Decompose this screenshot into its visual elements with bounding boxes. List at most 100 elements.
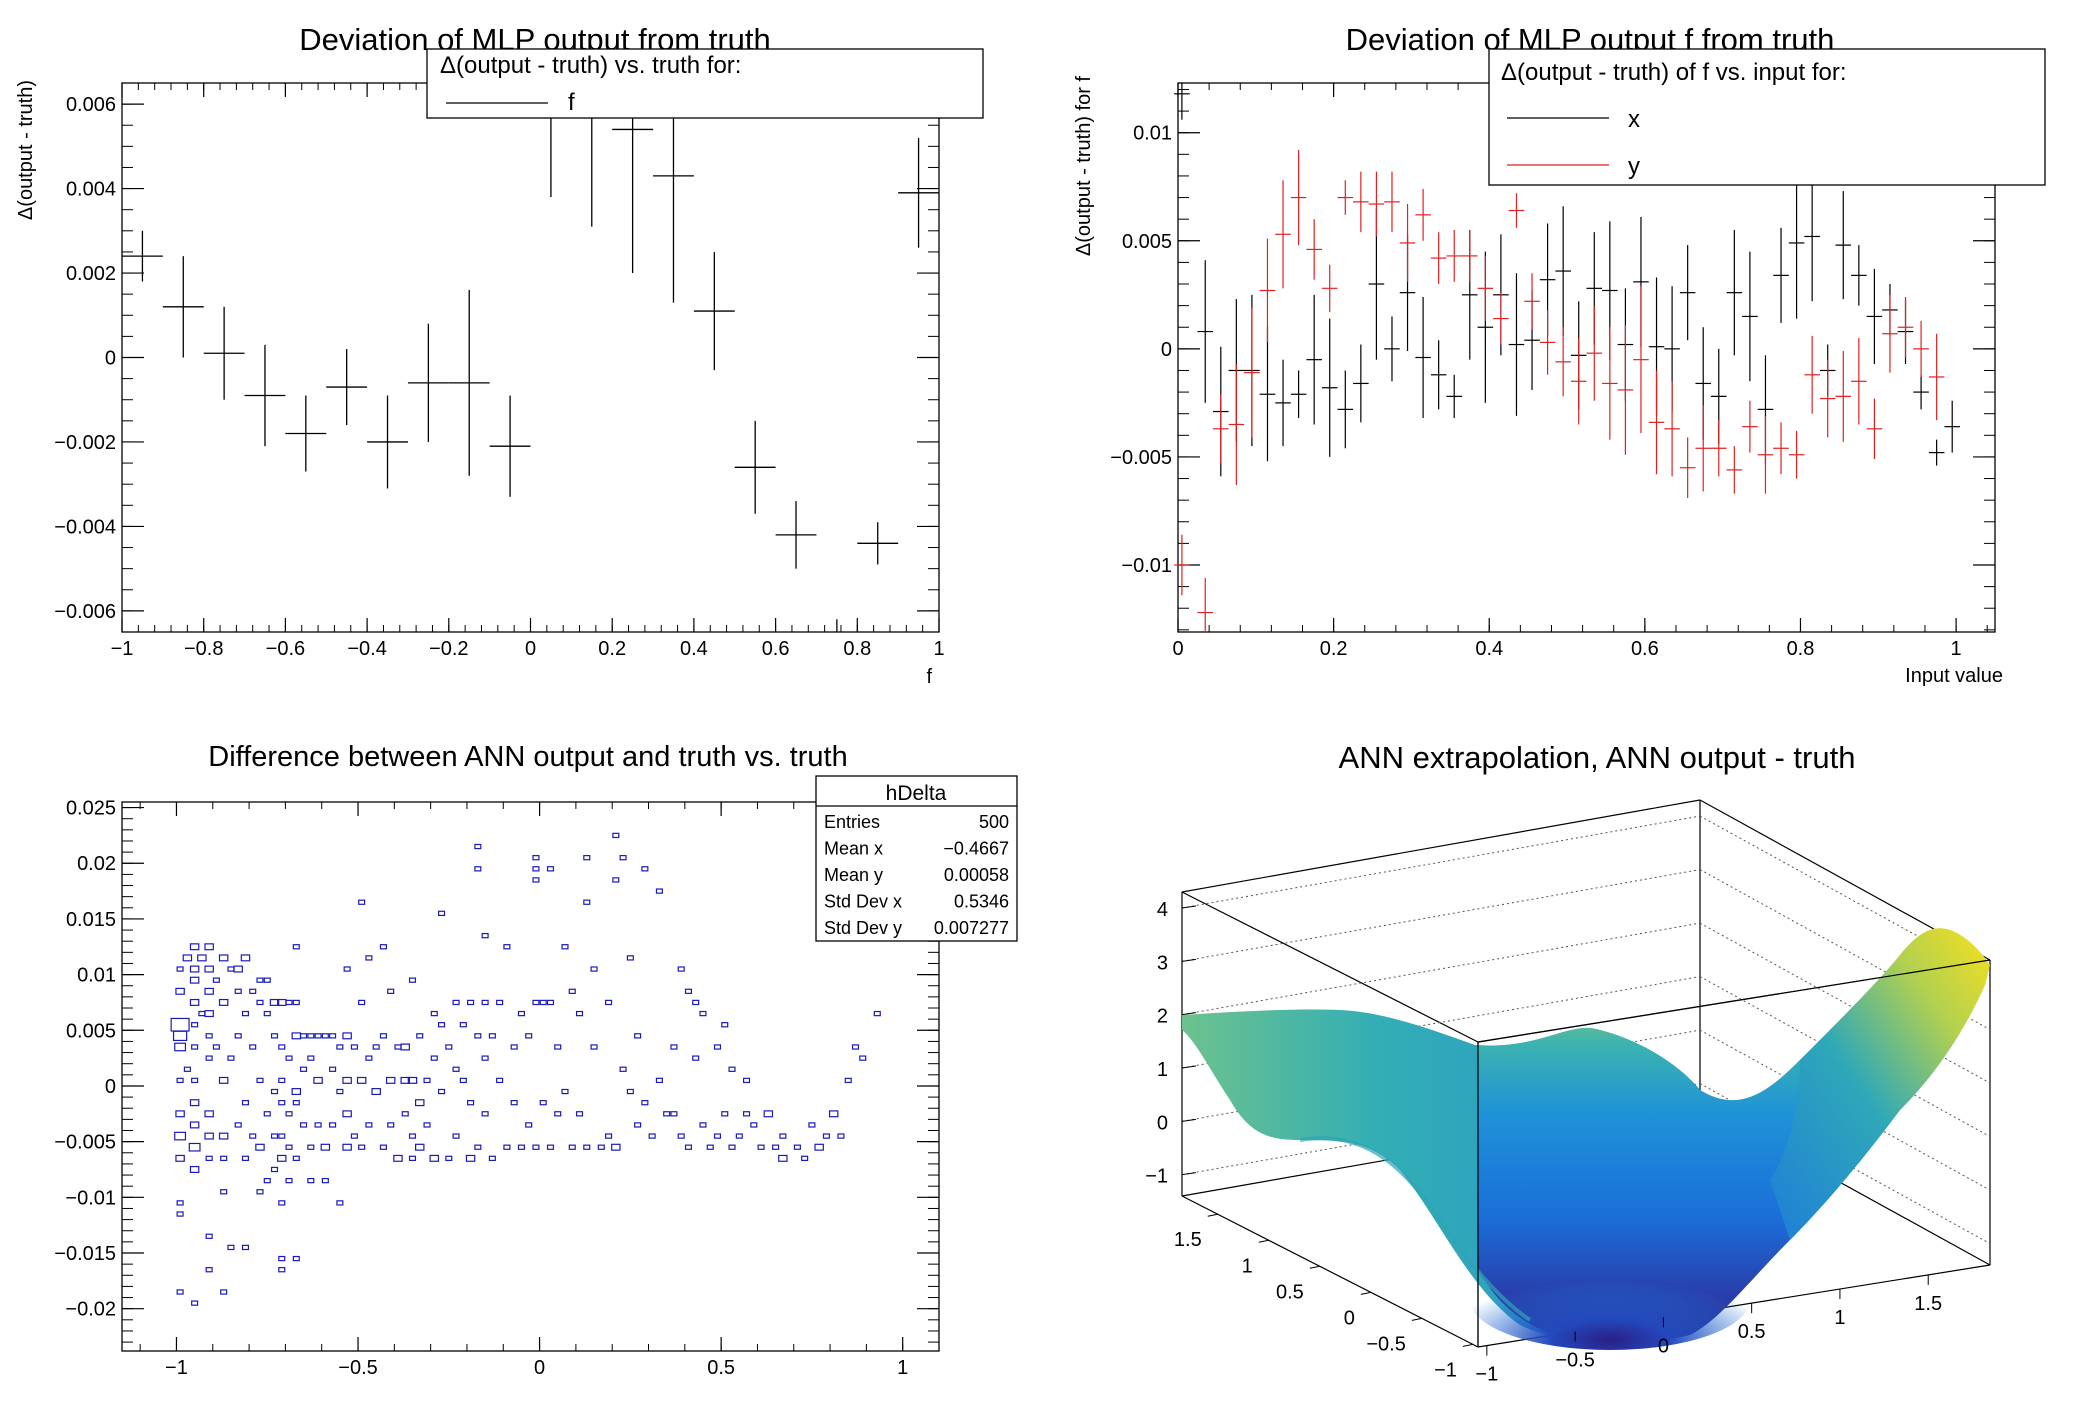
- p3-box-96: [292, 1155, 300, 1162]
- p3-box-206: [575, 1111, 584, 1117]
- p3-box-32: [205, 1033, 213, 1039]
- p4-xtick-label-2: 0: [1658, 1335, 1669, 1357]
- p3-box-42: [218, 998, 229, 1006]
- p3-box-47: [220, 1289, 228, 1295]
- p3-box-183: [510, 1044, 518, 1050]
- p3-box-18: [191, 1022, 199, 1028]
- p3-stats-label-3: Std Dev x: [824, 892, 902, 912]
- p3-box-216: [612, 877, 620, 883]
- p3-box-71: [263, 1177, 271, 1184]
- p3-box-238: [699, 1010, 707, 1017]
- p2-ylabel: Δ(output - truth) for f: [1073, 76, 1095, 257]
- p1-ytick-label-4: 0.002: [66, 263, 116, 285]
- p3-ytick-label-8: 0.02: [77, 853, 116, 875]
- p2-legend-entry-x: x: [1628, 106, 1640, 133]
- p3-box-22: [189, 1121, 200, 1129]
- p3-box-261: [828, 1110, 839, 1118]
- p3-box-147: [408, 1155, 417, 1162]
- p2-xtick-label-4: 0.8: [1787, 638, 1815, 660]
- p3-boxes: [170, 832, 881, 1306]
- p3-box-81: [278, 1133, 286, 1139]
- p3-box-74: [270, 1088, 279, 1095]
- p3-box-60: [249, 988, 257, 994]
- p3-box-249: [743, 1111, 751, 1117]
- p2-xtick-label-1: 0.2: [1320, 638, 1348, 660]
- p3-box-263: [844, 1077, 852, 1084]
- p3-box-209: [583, 1144, 591, 1150]
- p4-zgrid-back-4: [1181, 869, 1701, 962]
- p3-box-234: [684, 988, 693, 994]
- p3-box-172: [474, 1144, 482, 1150]
- p4-ytick-2: [1360, 1291, 1371, 1295]
- p3-box-259: [814, 1143, 824, 1151]
- p3-box-103: [307, 1144, 315, 1150]
- p4-xtick-label-5: 1.5: [1914, 1293, 1942, 1315]
- p3-ytick-label-7: 0.015: [66, 909, 116, 931]
- p3-box-200: [554, 1111, 562, 1117]
- p3-box-45: [220, 1155, 228, 1162]
- p4-ztick-3: [1181, 1012, 1197, 1016]
- p3-box-163: [452, 1133, 460, 1139]
- p4-top-front: [1477, 959, 1991, 1043]
- p3-box-144: [408, 977, 417, 983]
- p3-box-247: [735, 1133, 743, 1139]
- p3-box-227: [655, 888, 663, 894]
- p3-box-69: [263, 1010, 271, 1017]
- p1-series-f: [122, 83, 939, 632]
- p3-stats-name: hDelta: [886, 782, 947, 805]
- p4-ztick-5: [1181, 905, 1197, 909]
- p3-box-232: [677, 966, 685, 972]
- p3-box-122: [350, 1044, 358, 1050]
- p3-axes: −1 −0.5 0 0.5 1 −0.02 −0.015 −0.01 −0.005 0 0.005 0…: [54, 798, 940, 1379]
- p3-box-218: [619, 855, 627, 861]
- p3-box-85: [278, 1267, 286, 1273]
- p4-zgrid-back-3: [1181, 922, 1701, 1016]
- p3-box-94: [291, 1088, 302, 1096]
- p1-xtick-label-6: 0.2: [598, 638, 626, 660]
- p3-box-204: [568, 1144, 576, 1150]
- p1-xlabel: f: [926, 666, 932, 688]
- p3-box-125: [358, 999, 366, 1006]
- p3-box-255: [778, 1154, 788, 1162]
- p3-box-237: [692, 1055, 700, 1061]
- p3-box-12: [182, 954, 193, 962]
- p3-box-30: [204, 987, 214, 995]
- p3-box-160: [445, 1155, 453, 1162]
- p3-box-51: [233, 965, 243, 973]
- p3-box-243: [721, 1022, 729, 1028]
- p4-ytick-5: [1207, 1213, 1218, 1217]
- p3-box-15: [189, 965, 200, 973]
- p4-ztick-label-1: 0: [1157, 1112, 1168, 1134]
- p3-box-28: [204, 943, 214, 951]
- p2-legend-header: Δ(output - truth) of f vs. input for:: [1501, 59, 1847, 86]
- p3-box-223: [634, 1122, 642, 1128]
- p3-box-8: [175, 1110, 185, 1118]
- p3-box-4: [175, 1154, 185, 1162]
- p3-stats-value-4: 0.007277: [934, 918, 1009, 938]
- p3-box-79: [278, 1077, 286, 1084]
- p3-box-76: [270, 1166, 279, 1173]
- p4-title: ANN extrapolation, ANN output - truth: [1339, 740, 1856, 775]
- p3-box-98: [300, 1033, 308, 1039]
- p4-surface-ridge: [1299, 1136, 1532, 1322]
- p3-box-181: [503, 944, 511, 950]
- p3-box-52: [234, 988, 242, 994]
- p2-legend-entry-y: y: [1628, 153, 1640, 180]
- p3-box-75: [270, 1133, 279, 1139]
- p3-box-10: [176, 1211, 184, 1217]
- p3-box-68: [263, 977, 271, 983]
- p3-box-149: [415, 1099, 425, 1107]
- p1-ytick-label-5: 0.004: [66, 179, 116, 201]
- p1-xtick-label-4: −0.2: [429, 638, 468, 660]
- p3-ytick-label-5: 0.005: [66, 1020, 116, 1042]
- p3-box-221: [626, 1088, 634, 1095]
- p3-box-220: [626, 955, 634, 961]
- p3-box-161: [452, 999, 460, 1006]
- p3-box-178: [488, 1155, 496, 1162]
- p3-stats-value-3: 0.5346: [954, 892, 1009, 912]
- p4-ztick-label-2: 1: [1157, 1059, 1168, 1081]
- p3-box-208: [583, 899, 591, 905]
- p3-box-150: [415, 1143, 425, 1151]
- p3-box-135: [379, 1144, 387, 1150]
